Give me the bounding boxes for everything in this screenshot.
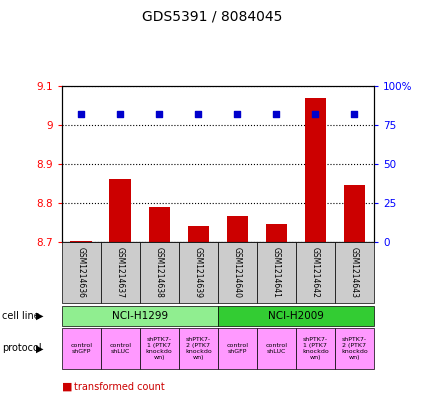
Text: ▶: ▶ [36,311,44,321]
Bar [266,224,287,242]
Text: control
shLUC: control shLUC [109,343,131,354]
Text: GSM1214638: GSM1214638 [155,247,164,298]
Point [156,111,163,118]
Text: shPTK7-
1 (PTK7
knockdo
wn): shPTK7- 1 (PTK7 knockdo wn) [302,337,329,360]
Point [234,111,241,118]
Text: GSM1214642: GSM1214642 [311,247,320,298]
Text: shPTK7-
2 (PTK7
knockdo
wn): shPTK7- 2 (PTK7 knockdo wn) [185,337,212,360]
Bar [305,98,326,242]
Point [273,111,280,118]
Text: GSM1214640: GSM1214640 [233,247,242,298]
Text: ▶: ▶ [36,343,44,353]
Text: NCI-H2009: NCI-H2009 [268,311,324,321]
Bar [148,207,170,242]
Bar [110,179,131,242]
Text: shPTK7-
2 (PTK7
knockdo
wn): shPTK7- 2 (PTK7 knockdo wn) [341,337,368,360]
Text: control
shLUC: control shLUC [265,343,287,354]
Text: control
shGFP: control shGFP [70,343,92,354]
Point [78,111,85,118]
Text: protocol: protocol [2,343,42,353]
Text: GSM1214636: GSM1214636 [76,247,86,298]
Text: transformed count: transformed count [74,382,165,392]
Text: GDS5391 / 8084045: GDS5391 / 8084045 [142,10,283,24]
Bar [187,226,209,242]
Bar [227,217,248,242]
Text: NCI-H1299: NCI-H1299 [112,311,168,321]
Text: GSM1214643: GSM1214643 [350,247,359,298]
Bar [71,241,92,242]
Text: control
shGFP: control shGFP [227,343,248,354]
Point [117,111,124,118]
Text: GSM1214639: GSM1214639 [194,247,203,298]
Point [312,111,319,118]
Point [351,111,358,118]
Text: GSM1214637: GSM1214637 [116,247,125,298]
Text: shPTK7-
1 (PTK7
knockdo
wn): shPTK7- 1 (PTK7 knockdo wn) [146,337,173,360]
Bar [344,185,365,242]
Text: ■: ■ [62,382,72,392]
Point [195,111,202,118]
Text: cell line: cell line [2,311,40,321]
Text: GSM1214641: GSM1214641 [272,247,281,298]
